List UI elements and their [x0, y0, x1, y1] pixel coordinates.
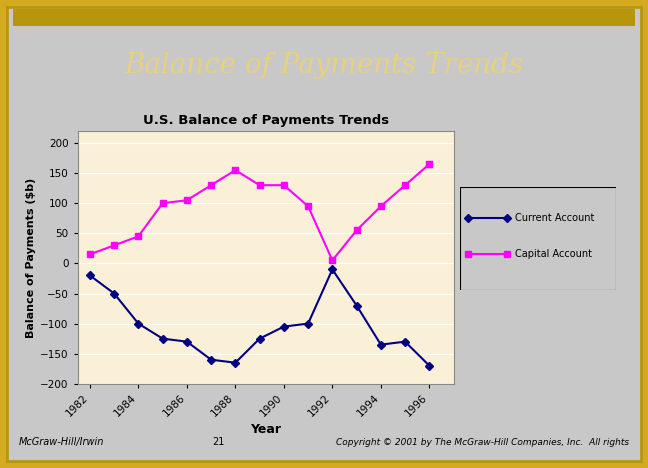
Line: Current Account: Current Account [87, 267, 432, 368]
Y-axis label: Balance of Payments ($b): Balance of Payments ($b) [26, 177, 36, 337]
Current Account [401, 339, 409, 344]
Capital Account [304, 204, 312, 209]
Text: Balance of Payments Trends: Balance of Payments Trends [124, 52, 524, 79]
Capital Account [377, 204, 385, 209]
Capital Account [207, 183, 215, 188]
Capital Account [183, 197, 191, 203]
Current Account [426, 363, 434, 368]
Current Account [135, 321, 143, 326]
Current Account [353, 303, 360, 308]
X-axis label: Year: Year [250, 423, 281, 436]
Text: Capital Account: Capital Account [515, 249, 592, 259]
Bar [13, 9, 635, 26]
Current Account [377, 342, 385, 347]
Capital Account [256, 183, 264, 188]
Capital Account [329, 257, 336, 263]
Text: Copyright © 2001 by The McGraw-Hill Companies, Inc.  All rights: Copyright © 2001 by The McGraw-Hill Comp… [336, 438, 629, 447]
Current Account [231, 360, 239, 366]
Current Account [304, 321, 312, 326]
Text: Current Account: Current Account [515, 213, 594, 223]
Capital Account [353, 227, 360, 233]
Text: 21: 21 [212, 437, 224, 447]
Capital Account [135, 234, 143, 239]
Capital Account [86, 252, 94, 257]
Current Account [256, 336, 264, 342]
Current Account [207, 357, 215, 363]
Capital Account [159, 200, 167, 206]
Current Account [183, 339, 191, 344]
Current Account [159, 336, 167, 342]
Current Account [280, 324, 288, 329]
Capital Account [426, 161, 434, 167]
Text: McGraw-Hill/Irwin: McGraw-Hill/Irwin [19, 437, 104, 447]
Title: U.S. Balance of Payments Trends: U.S. Balance of Payments Trends [143, 114, 389, 127]
Current Account [110, 291, 118, 296]
Capital Account [110, 242, 118, 248]
Current Account [329, 267, 336, 272]
Capital Account [401, 183, 409, 188]
Capital Account [280, 183, 288, 188]
Line: Capital Account: Capital Account [86, 161, 433, 264]
Capital Account [231, 168, 239, 173]
Current Account [86, 273, 94, 278]
